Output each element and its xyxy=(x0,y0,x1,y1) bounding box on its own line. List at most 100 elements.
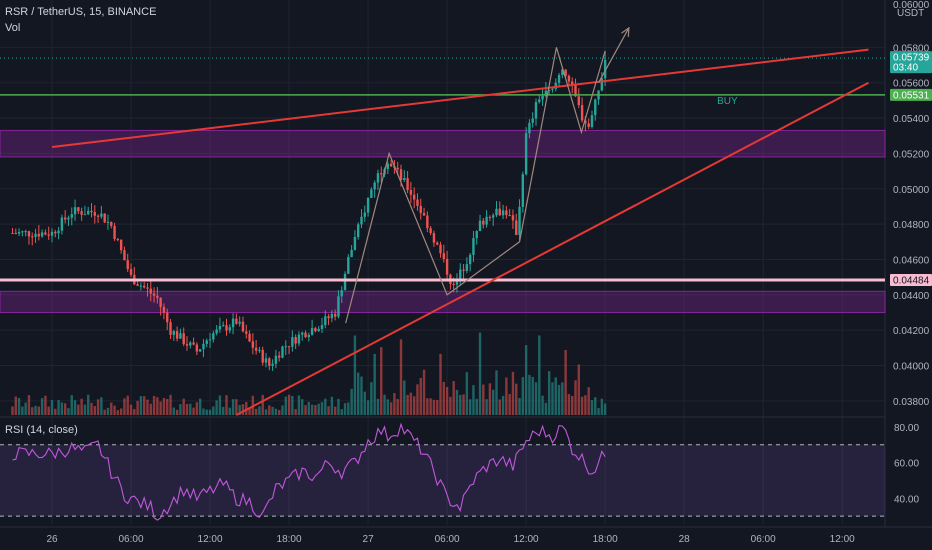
volume-bar xyxy=(373,353,376,415)
volume-bar xyxy=(426,398,429,415)
candle-body xyxy=(491,215,495,218)
price-label-countdown: 03:40 xyxy=(893,63,918,74)
candle-body xyxy=(340,290,343,297)
volume-bar xyxy=(172,407,176,415)
candle-body xyxy=(429,228,432,234)
candle-body xyxy=(485,216,488,225)
time-tick-label: 12:00 xyxy=(198,534,223,545)
path-projection xyxy=(345,47,606,324)
volume-bar xyxy=(169,394,172,415)
candle-body xyxy=(60,217,64,231)
candle-body xyxy=(468,254,472,265)
volume-bar xyxy=(488,383,492,415)
volume-bar xyxy=(590,400,594,415)
candle-body xyxy=(462,269,465,271)
candle-body xyxy=(116,239,120,241)
candle-body xyxy=(301,332,304,335)
time-tick-label: 18:00 xyxy=(593,534,618,545)
volume-bar xyxy=(320,402,324,415)
candle-body xyxy=(218,326,222,330)
volume-bar xyxy=(228,407,231,415)
volume-bar xyxy=(515,383,518,415)
candle-body xyxy=(169,322,172,335)
volume-bar xyxy=(564,350,567,415)
volume-bar xyxy=(594,397,597,415)
candle-body xyxy=(24,231,27,233)
volume-bar xyxy=(73,400,77,415)
volume-bar xyxy=(235,399,238,415)
candle-body xyxy=(142,285,146,288)
volume-bar xyxy=(301,399,304,415)
volume-bar xyxy=(277,410,281,415)
volume-bar xyxy=(396,398,399,415)
volume-bar xyxy=(231,399,235,415)
volume-bar xyxy=(419,377,422,415)
candle-body xyxy=(31,236,34,238)
volume-bar xyxy=(21,406,24,415)
candle-body xyxy=(166,312,169,323)
volume-bar xyxy=(40,398,44,415)
candle-body xyxy=(192,342,195,345)
buy-annotation: BUY xyxy=(717,96,738,107)
volume-bar xyxy=(310,404,314,415)
volume-bar xyxy=(37,406,41,415)
rsi-layer xyxy=(0,422,885,521)
price-tick-label: 0.05600 xyxy=(893,79,930,90)
volume-bar xyxy=(80,398,83,415)
volume-bar xyxy=(133,409,136,415)
candle-body xyxy=(21,231,24,233)
volume-bar xyxy=(439,353,442,415)
volume-bar xyxy=(343,403,347,415)
time-tick-label: 12:00 xyxy=(514,534,539,545)
volume-bar xyxy=(485,399,488,415)
candle-body xyxy=(577,96,580,106)
candle-body xyxy=(337,296,340,317)
volume-bar xyxy=(119,408,123,415)
volume-bar xyxy=(139,396,143,415)
volume-bar xyxy=(314,405,317,415)
candle-body xyxy=(531,118,534,123)
volume-bar xyxy=(179,404,182,415)
candle-body xyxy=(439,244,442,254)
price-tick-label: 0.04800 xyxy=(893,220,930,231)
price-label-badge xyxy=(890,88,932,101)
candle-body xyxy=(251,341,255,348)
candle-body xyxy=(175,331,179,339)
volume-bar xyxy=(475,398,478,415)
lower-trendline xyxy=(235,81,870,416)
candle-body xyxy=(495,208,498,216)
volume-bar xyxy=(534,382,538,415)
candle-body xyxy=(518,206,521,235)
volume-bar xyxy=(376,398,380,415)
price-tick-label: 0.06000 xyxy=(893,0,930,11)
candle-body xyxy=(208,339,212,341)
candle-body xyxy=(432,233,436,243)
volume-bar xyxy=(100,397,103,415)
candle-body xyxy=(231,318,235,328)
price-label-text: 0.05531 xyxy=(893,90,930,101)
volume-bar xyxy=(14,396,17,415)
volume-bar xyxy=(264,409,268,415)
candle-body xyxy=(459,269,462,280)
volume-bar xyxy=(103,409,106,415)
candle-body xyxy=(287,346,291,348)
volume-bar xyxy=(491,389,495,415)
volume-bar xyxy=(175,409,179,415)
volume-bar xyxy=(524,345,528,415)
volume-bar xyxy=(162,398,166,415)
volume-bar xyxy=(551,382,554,415)
time-tick-label: 26 xyxy=(46,534,58,545)
volume-bar xyxy=(554,377,557,415)
candle-body xyxy=(254,347,258,351)
candle-body xyxy=(544,90,548,96)
rsi-tick-label: 80.00 xyxy=(894,423,919,434)
price-tick-label: 0.05400 xyxy=(893,114,930,125)
candle-body xyxy=(317,328,320,332)
candle-body xyxy=(198,349,202,352)
rsi-line xyxy=(12,422,606,521)
candle-body xyxy=(320,325,324,329)
volume-bar xyxy=(324,398,327,415)
candle-body xyxy=(113,225,116,240)
candle-body xyxy=(426,215,429,229)
